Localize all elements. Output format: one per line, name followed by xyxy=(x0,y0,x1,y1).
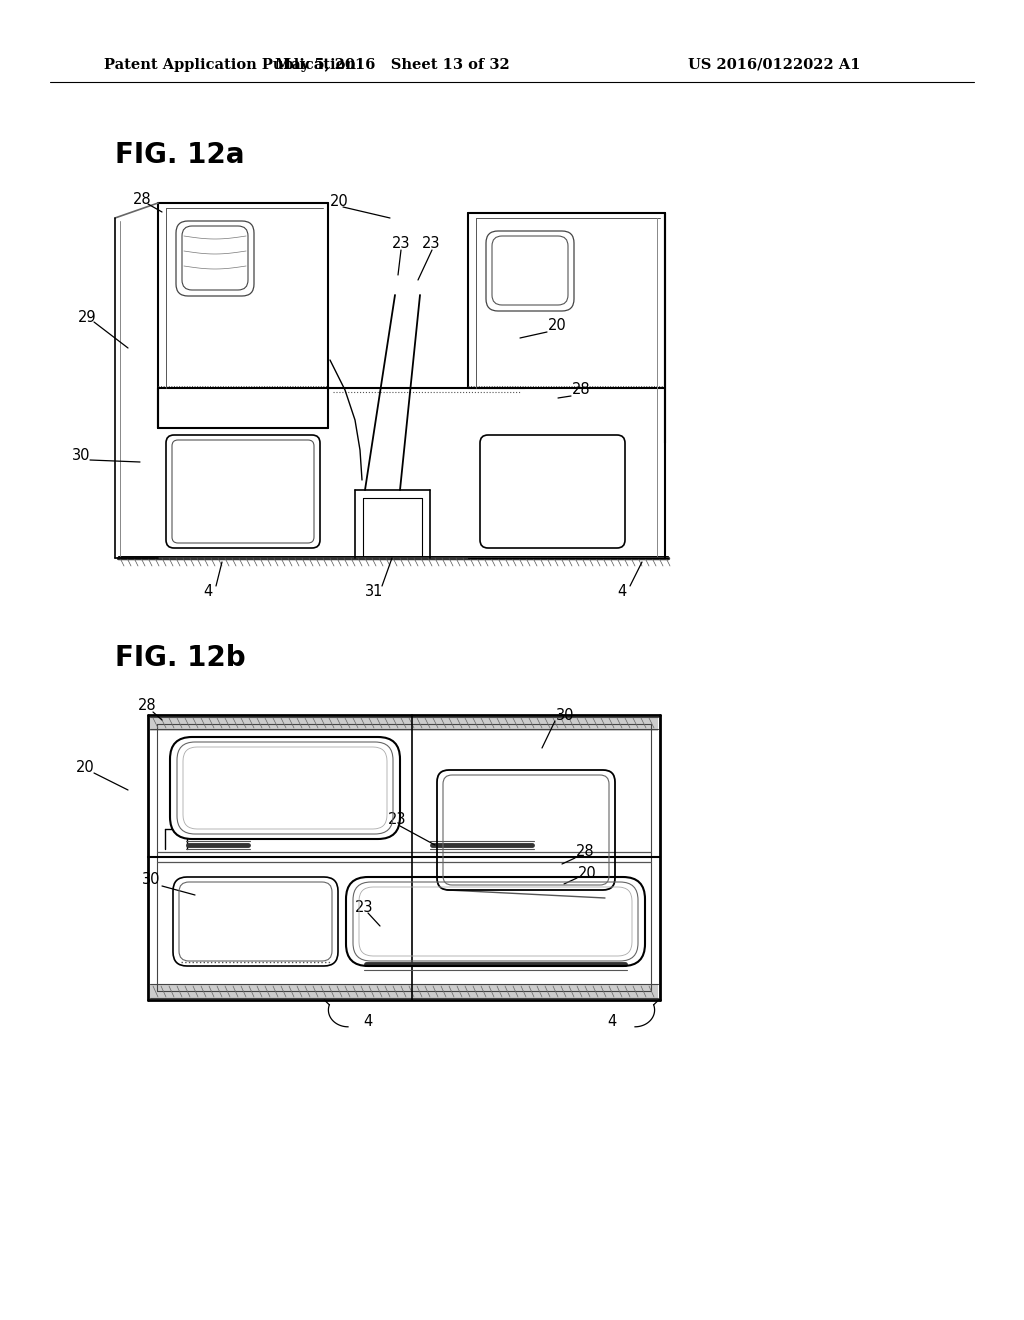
Text: 4: 4 xyxy=(607,1015,616,1030)
Text: 4: 4 xyxy=(204,585,213,599)
Text: 29: 29 xyxy=(78,310,96,326)
Text: 23: 23 xyxy=(392,236,411,252)
Text: 20: 20 xyxy=(578,866,597,880)
Text: 30: 30 xyxy=(556,708,574,722)
Text: FIG. 12a: FIG. 12a xyxy=(115,141,245,169)
Text: 31: 31 xyxy=(365,585,383,599)
Bar xyxy=(150,983,658,998)
Text: 4: 4 xyxy=(617,585,627,599)
Text: 20: 20 xyxy=(330,194,349,210)
Text: 20: 20 xyxy=(548,318,566,334)
Text: FIG. 12b: FIG. 12b xyxy=(115,644,246,672)
Text: 23: 23 xyxy=(422,236,440,252)
Text: 23: 23 xyxy=(355,900,374,916)
Text: 28: 28 xyxy=(133,193,152,207)
Text: 28: 28 xyxy=(572,383,591,397)
Bar xyxy=(150,717,658,731)
FancyBboxPatch shape xyxy=(170,737,400,840)
Text: Patent Application Publication: Patent Application Publication xyxy=(104,58,356,73)
Text: 30: 30 xyxy=(72,447,90,462)
Text: 30: 30 xyxy=(142,873,161,887)
Text: May 5, 2016   Sheet 13 of 32: May 5, 2016 Sheet 13 of 32 xyxy=(274,58,509,73)
Text: 28: 28 xyxy=(575,845,595,859)
Text: 28: 28 xyxy=(138,698,157,714)
Text: 4: 4 xyxy=(364,1015,373,1030)
Text: US 2016/0122022 A1: US 2016/0122022 A1 xyxy=(688,58,860,73)
Text: 20: 20 xyxy=(76,760,95,776)
Text: 23: 23 xyxy=(388,813,407,828)
